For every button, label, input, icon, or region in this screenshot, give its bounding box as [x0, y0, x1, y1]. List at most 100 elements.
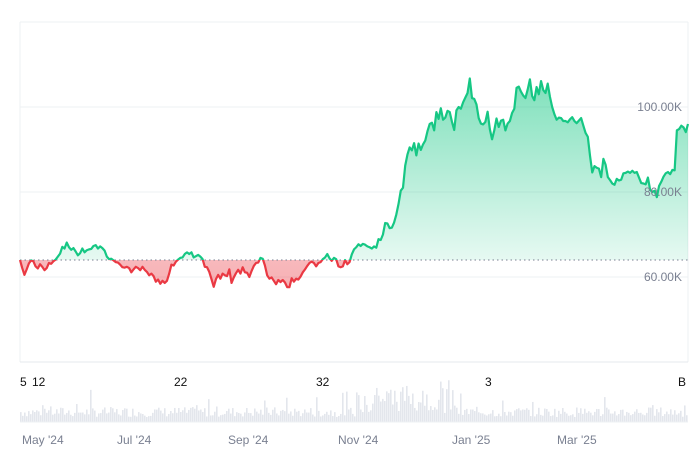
volume-bar [374, 395, 376, 422]
volume-bar [192, 407, 194, 422]
volume-bar [628, 412, 630, 422]
area-above-baseline [20, 78, 688, 260]
volume-bar [526, 408, 528, 422]
volume-bar [90, 389, 92, 422]
volume-bar [116, 409, 118, 422]
volume-bar [524, 409, 526, 422]
volume-bar [50, 406, 52, 422]
volume-bar [154, 409, 156, 422]
volume-bar [162, 413, 164, 422]
volume-bar [368, 411, 370, 422]
volume-bar [336, 416, 338, 422]
volume-bar [540, 414, 542, 422]
volume-bar [520, 410, 522, 422]
volume-bar [266, 407, 268, 422]
volume-bar [120, 415, 122, 422]
volume-bar [212, 415, 214, 422]
volume-bar [608, 409, 610, 422]
volume-bar [376, 387, 378, 422]
annotation-label: 3 [485, 375, 492, 389]
volume-bar [58, 413, 60, 422]
volume-bar [190, 407, 192, 422]
volume-bar [634, 411, 636, 422]
volume-bar [652, 405, 654, 422]
volume-bar [358, 395, 360, 422]
volume-bar [598, 409, 600, 422]
volume-bar [72, 416, 74, 422]
volume-bar [588, 411, 590, 422]
volume-bar [546, 408, 548, 422]
volume-bar [452, 390, 454, 422]
volume-bar [562, 407, 564, 422]
volume-bar [308, 412, 310, 422]
volume-bar [384, 401, 386, 422]
volume-bar [264, 400, 266, 422]
volume-bar [416, 410, 418, 422]
volume-bar [84, 414, 86, 422]
volume-bar [68, 410, 70, 422]
x-axis-labels: May '24 Jul '24 Sep '24 Nov '24 Jan '25 Mar '… [22, 433, 597, 447]
volume-bar [426, 394, 428, 422]
volume-bar [76, 404, 78, 422]
volume-bar [398, 411, 400, 422]
volume-bar [610, 413, 612, 422]
volume-bar [430, 406, 432, 422]
volume-bar [86, 409, 88, 422]
volume-bar [602, 414, 604, 422]
volume-bar [616, 415, 618, 422]
x-tick-label: Jul '24 [117, 433, 152, 447]
volume-bar [222, 414, 224, 422]
volume-bar [516, 409, 518, 422]
volume-bar [298, 410, 300, 422]
volume-bar [296, 411, 298, 422]
volume-bar [574, 416, 576, 422]
volume-bar [552, 415, 554, 422]
volume-bar [542, 415, 544, 422]
volume-bar [590, 412, 592, 422]
volume-bar [314, 416, 316, 422]
volume-bar [164, 408, 166, 422]
volume-bar [198, 410, 200, 422]
volume-bar [604, 397, 606, 422]
volume-bar [450, 409, 452, 422]
volume-bar [484, 414, 486, 422]
y-axis-labels: 100.00K 80.00K 60.00K [637, 100, 682, 284]
volume-bar [140, 413, 142, 422]
volume-bar [518, 408, 520, 422]
volume-bar [30, 414, 32, 422]
volume-bar [622, 409, 624, 422]
volume-bar [458, 413, 460, 422]
volume-bar [42, 405, 44, 422]
volume-bar [170, 410, 172, 422]
volume-bar [536, 414, 538, 422]
volume-bar [512, 415, 514, 422]
volume-bar [440, 381, 442, 422]
volume-bar [672, 414, 674, 422]
volume-bar [530, 416, 532, 422]
volume-bar [52, 414, 54, 422]
volume-bar [372, 403, 374, 422]
volume-bar [102, 409, 104, 422]
volume-bar [460, 393, 462, 422]
volume-bar [632, 414, 634, 422]
volume-bar [104, 407, 106, 422]
volume-bar [566, 413, 568, 422]
volume-bar [492, 410, 494, 422]
volume-bar [160, 410, 162, 422]
volume-bar [302, 413, 304, 422]
volume-bar [342, 392, 344, 422]
volume-bar [380, 401, 382, 422]
volume-bar [280, 410, 282, 422]
price-line-down [18, 260, 352, 289]
volume-bar [134, 415, 136, 422]
volume-bar [504, 411, 506, 422]
volume-bar [326, 411, 328, 422]
volume-bar [478, 412, 480, 422]
volume-bar [568, 415, 570, 422]
volume-bar [274, 407, 276, 422]
volume-bar [548, 411, 550, 422]
volume-bar [262, 414, 264, 422]
volume-bar [166, 416, 168, 422]
volume-bar [576, 407, 578, 422]
volume-bar [194, 408, 196, 422]
